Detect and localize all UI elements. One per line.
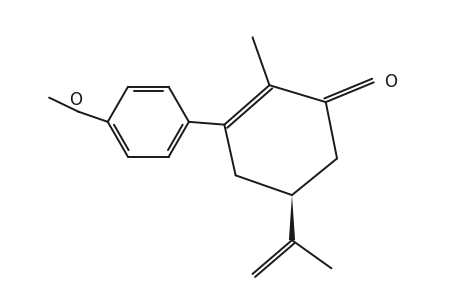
Text: O: O [383,74,396,92]
Text: O: O [69,91,82,109]
Polygon shape [288,195,294,240]
